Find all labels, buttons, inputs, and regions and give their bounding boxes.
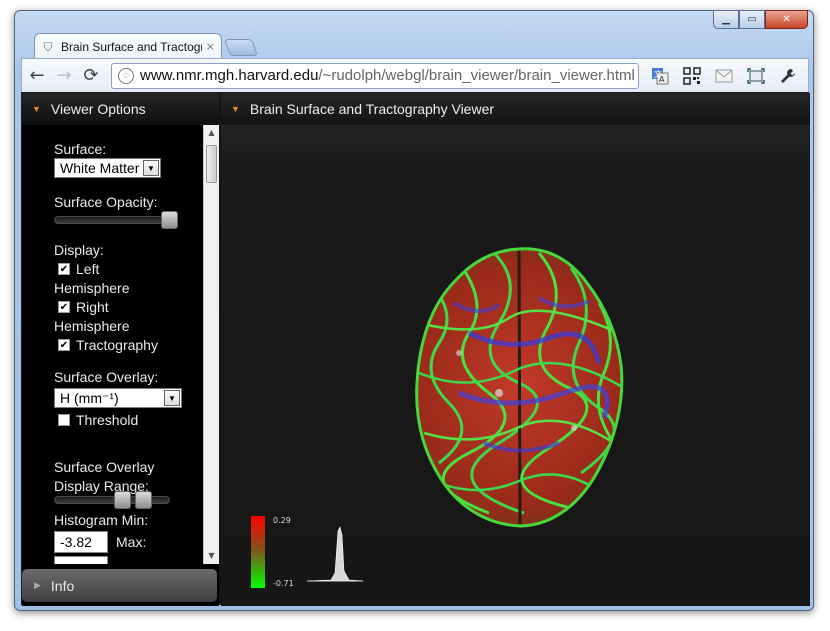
tab-title: Brain Surface and Tractogra	[61, 39, 202, 54]
qr-code-icon[interactable]	[681, 65, 703, 87]
left-hemisphere-label-a: Left	[76, 261, 100, 277]
close-window-button[interactable]: ✕	[765, 10, 808, 29]
brain-viewer-panel: ▼ Brain Surface and Tractography Viewer	[221, 93, 810, 606]
histogram-range-row: -3.82 Max:	[54, 531, 203, 553]
overlay-range-label-b: Display Range:	[54, 478, 149, 494]
surface-overlay-value: H (mm⁻¹)	[60, 389, 119, 406]
info-label: Info	[50, 577, 75, 594]
expand-triangle-icon: ▼	[32, 104, 41, 114]
histogram-min-label: Histogram Min:	[54, 512, 149, 528]
reload-button[interactable]: ⟳	[83, 65, 99, 86]
checkbox-checked-icon[interactable]: ✔	[58, 301, 70, 313]
address-bar[interactable]: ◌ www.nmr.mgh.harvard.edu/~rudolph/webgl…	[111, 62, 639, 89]
scrollbar-thumb[interactable]	[206, 145, 217, 183]
forward-button[interactable]: →	[56, 65, 72, 86]
surface-opacity-label: Surface Opacity:	[54, 194, 158, 210]
range-max-knob[interactable]	[135, 491, 152, 509]
overlay-histogram	[307, 526, 363, 582]
mail-icon[interactable]	[713, 65, 735, 87]
browser-tab[interactable]: ⛉ Brain Surface and Tractogra ×	[34, 33, 222, 59]
tractography-label: Tractography	[76, 337, 158, 353]
svg-text:文: 文	[654, 69, 662, 79]
right-hemisphere-label-a: Right	[76, 299, 109, 315]
colorbar-gradient	[251, 516, 265, 588]
page-content: ▼ Viewer Options Surface: White Matter ▼…	[21, 92, 810, 606]
tab-close-icon[interactable]: ×	[205, 40, 215, 53]
viewer-options-title: Viewer Options	[50, 101, 146, 117]
right-hemisphere-checkbox[interactable]: ✔ Right	[54, 298, 203, 316]
chevron-down-icon: ▼	[164, 390, 180, 406]
maximize-button[interactable]: ▭	[739, 10, 765, 29]
scroll-down-icon[interactable]: ▼	[208, 551, 215, 560]
slider-knob[interactable]	[161, 211, 178, 229]
browser-window: ▁ ▭ ✕ ⛉ Brain Surface and Tractogra × ← …	[14, 10, 814, 611]
brain-surface-render[interactable]	[399, 243, 639, 528]
surface-opacity-slider[interactable]	[54, 211, 178, 229]
options-scrollbar[interactable]: ▲ ▼	[203, 125, 219, 564]
address-path: /~rudolph/webgl/brain_viewer/brain_viewe…	[318, 67, 635, 84]
checkbox-checked-icon[interactable]: ✔	[58, 339, 70, 351]
favicon-icon: ⛉	[43, 39, 53, 54]
range-min-knob[interactable]	[114, 491, 131, 509]
new-tab-button[interactable]	[223, 39, 259, 56]
minimize-button[interactable]: ▁	[713, 10, 739, 29]
overlay-colorbar: 0.29 -0.71	[251, 516, 294, 588]
surface-overlay-select[interactable]: H (mm⁻¹) ▼	[54, 388, 182, 408]
page-icon: ◌	[118, 67, 134, 84]
surface-overlay-label: Surface Overlay:	[54, 369, 159, 385]
address-domain: www.nmr.mgh.harvard.edu	[140, 67, 319, 84]
brain-viewer-title: Brain Surface and Tractography Viewer	[249, 101, 495, 117]
window-controls: ▁ ▭ ✕	[713, 10, 808, 29]
threshold-checkbox[interactable]: Threshold	[54, 411, 203, 429]
brain-viewer-header[interactable]: ▼ Brain Surface and Tractography Viewer	[221, 93, 810, 125]
slider-track	[54, 496, 170, 504]
left-hemisphere-checkbox[interactable]: ✔ Left	[54, 260, 203, 278]
back-button[interactable]: ←	[29, 65, 45, 86]
collapsed-triangle-icon: ▶	[34, 580, 41, 590]
viewer-options-header[interactable]: ▼ Viewer Options	[22, 93, 219, 125]
left-hemisphere-label-b: Hemisphere	[54, 280, 130, 296]
surface-select[interactable]: White Matter ▼	[54, 158, 161, 178]
histogram-max-input[interactable]	[54, 556, 108, 564]
viewer-options-panel: ▼ Viewer Options Surface: White Matter ▼…	[22, 93, 219, 606]
expand-triangle-icon: ▼	[231, 104, 240, 114]
chevron-down-icon: ▼	[143, 160, 159, 176]
slider-track	[54, 216, 170, 224]
browser-toolbar: ← → ⟳ ◌ www.nmr.mgh.harvard.edu/~rudolph…	[21, 58, 809, 92]
scroll-up-icon[interactable]: ▲	[208, 128, 215, 137]
surface-label: Surface:	[54, 141, 107, 157]
info-panel-header[interactable]: ▶ Info	[22, 569, 217, 602]
colorbar-max-label: 0.29	[273, 516, 291, 525]
histogram-min-input[interactable]: -3.82	[54, 531, 108, 553]
histogram-max-label: Max:	[116, 534, 147, 550]
checkbox-unchecked-icon[interactable]	[58, 414, 70, 426]
threshold-label: Threshold	[76, 412, 139, 428]
options-scroll-area: Surface: White Matter ▼ Surface Opacity:…	[22, 125, 203, 564]
overlay-range-label-a: Surface Overlay	[54, 459, 155, 475]
display-label: Display:	[54, 242, 104, 258]
tractography-checkbox[interactable]: ✔ Tractography	[54, 336, 203, 354]
wrench-icon[interactable]	[777, 65, 799, 87]
checkbox-checked-icon[interactable]: ✔	[58, 263, 70, 275]
fullscreen-icon[interactable]	[745, 65, 767, 87]
overlay-range-slider[interactable]	[54, 491, 178, 509]
surface-select-value: White Matter	[60, 160, 140, 176]
colorbar-min-label: -0.71	[273, 579, 294, 588]
right-hemisphere-label-b: Hemisphere	[54, 318, 130, 334]
svg-text:A: A	[659, 75, 665, 84]
